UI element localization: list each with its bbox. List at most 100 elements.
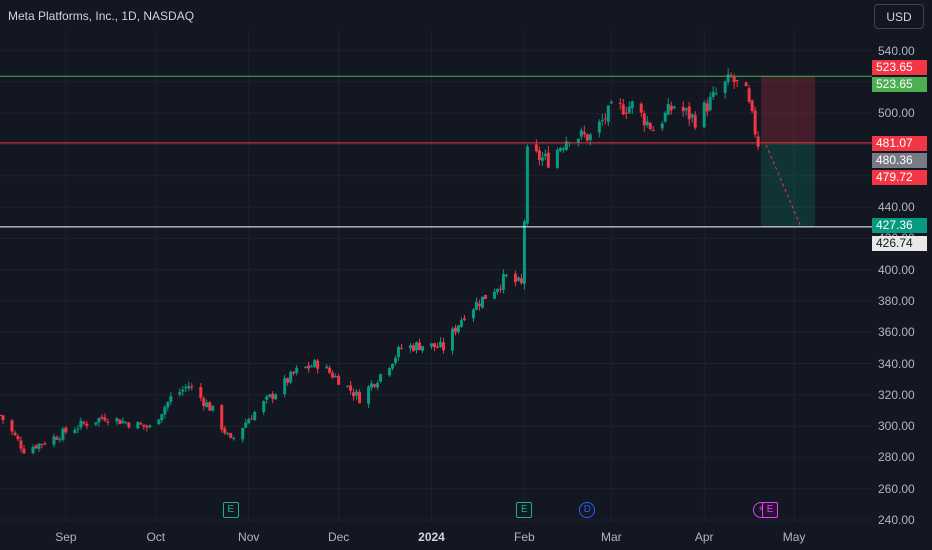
y-tick-label: 400.00 — [878, 262, 915, 277]
candle-body — [627, 106, 631, 114]
candle-body — [52, 436, 56, 445]
candle-body — [501, 274, 505, 290]
candle-body — [561, 148, 565, 150]
y-tick-label: 320.00 — [878, 387, 915, 402]
earnings-icon[interactable]: E — [516, 502, 533, 518]
candle-body — [223, 428, 227, 434]
candle-body — [118, 419, 122, 425]
target-zone — [761, 142, 816, 227]
candle-body — [471, 309, 475, 319]
candle-body — [462, 318, 466, 320]
candle-body — [519, 278, 523, 283]
candle-body — [0, 415, 2, 417]
candle-body — [576, 138, 580, 143]
candle-body — [606, 105, 610, 122]
candle-body — [412, 345, 416, 351]
candle-body — [253, 412, 257, 420]
earnings-icon[interactable]: E — [222, 502, 239, 518]
earnings-icon[interactable]: E — [762, 502, 779, 518]
candle-body — [331, 372, 335, 378]
candle-body — [208, 402, 212, 411]
candle-body — [409, 345, 413, 349]
candle-body — [169, 396, 173, 402]
candle-body — [199, 387, 203, 398]
candle-body — [666, 103, 670, 115]
chart-title: Meta Platforms, Inc., 1D, NASDAQ — [8, 9, 195, 23]
candle-body — [292, 371, 296, 374]
currency-button[interactable]: USD — [874, 4, 924, 29]
candle-body — [543, 153, 547, 157]
candle-body — [690, 114, 694, 118]
candle-body — [97, 417, 101, 423]
price-label: 479.72 — [872, 169, 927, 185]
candle-body — [313, 360, 317, 367]
candle-body — [492, 291, 496, 299]
candle-body — [558, 148, 562, 152]
candle-body — [157, 419, 161, 425]
y-tick-label: 340.00 — [878, 356, 915, 371]
y-tick-label: 240.00 — [878, 513, 915, 527]
candle-body — [735, 80, 739, 82]
candle-body — [205, 402, 209, 407]
x-tick-label: Feb — [514, 530, 535, 544]
x-tick-label: Oct — [146, 530, 166, 544]
candle-body — [433, 343, 437, 348]
candle-body — [289, 371, 293, 383]
candle-body — [115, 418, 119, 422]
candle-body — [747, 88, 751, 102]
candle-body — [624, 112, 628, 114]
candle-body — [397, 347, 401, 358]
candle-body — [441, 342, 445, 351]
candle-body — [705, 103, 709, 112]
candle-body — [43, 443, 47, 445]
dividend-icon[interactable]: D — [579, 502, 596, 518]
candle-body — [22, 448, 26, 454]
candle-body — [522, 221, 526, 285]
candle-body — [79, 420, 83, 428]
candle-body — [732, 77, 736, 83]
candle-body — [295, 367, 299, 373]
projection-arrow — [765, 144, 801, 226]
candle-body — [184, 387, 188, 389]
candle-body — [708, 96, 712, 111]
candle-body — [265, 396, 269, 400]
candle-body — [178, 392, 182, 395]
candle-body — [453, 327, 457, 333]
candle-body — [220, 405, 224, 430]
candle-body — [40, 443, 44, 445]
candle-body — [148, 425, 152, 428]
candle-body — [145, 425, 149, 428]
x-tick-label: Mar — [600, 530, 622, 544]
y-tick-label: 380.00 — [878, 293, 915, 308]
candle-body — [232, 438, 236, 440]
candle-body — [211, 405, 215, 411]
price-label: 426.74 — [872, 235, 927, 251]
candle-body — [358, 392, 362, 404]
candle-body — [702, 102, 706, 128]
candle-body — [669, 105, 673, 111]
candle-body — [564, 141, 568, 150]
candle-body — [513, 273, 517, 283]
candle-body — [355, 391, 359, 396]
candle-body — [187, 386, 191, 389]
y-tick-label: 500.00 — [878, 106, 915, 121]
candle-body — [391, 363, 395, 369]
candle-body — [600, 120, 604, 122]
candle-body — [16, 436, 20, 440]
stop-zone — [761, 76, 816, 143]
candle-body — [534, 144, 538, 152]
price-chart[interactable] — [0, 0, 872, 550]
candle-body — [621, 104, 625, 115]
candle-body — [672, 106, 676, 109]
candle-body — [202, 398, 206, 406]
candle-body — [160, 414, 164, 420]
candle-body — [495, 288, 499, 292]
candle-body — [418, 342, 422, 351]
candle-body — [415, 342, 419, 351]
candle-body — [684, 108, 688, 111]
candle-body — [328, 367, 332, 373]
price-label: 427.36 — [872, 217, 927, 233]
candle-body — [34, 445, 38, 449]
candle-body — [283, 378, 287, 395]
candle-body — [645, 121, 649, 126]
